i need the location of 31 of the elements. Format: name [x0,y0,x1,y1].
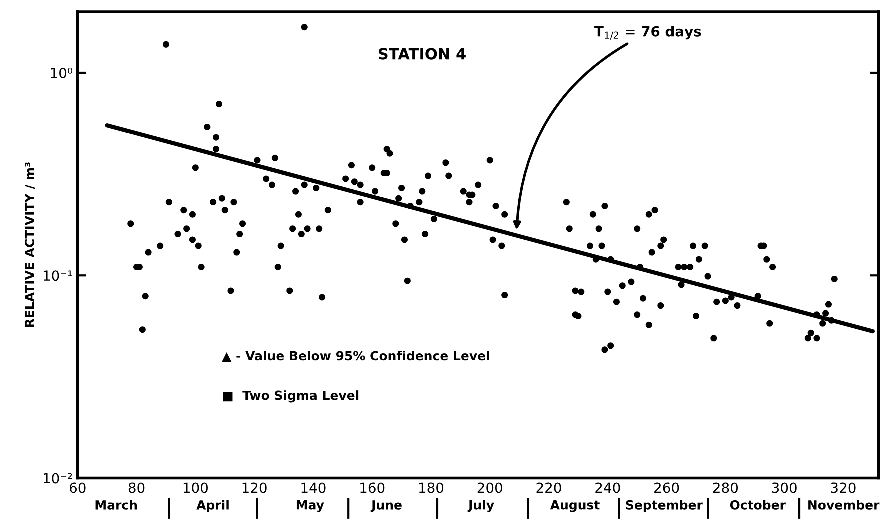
text: March [96,500,138,510]
annotation: ■ Two Sigma Level [223,390,359,403]
x-tick-label: 60 [70,482,86,494]
text: STATION 4 [379,48,466,60]
y-tick-label: 10⁻¹ [44,270,72,282]
y-tick-label: 10⁻² [44,473,72,484]
x-tick-label: 200 [478,482,502,494]
y-tick-label: 10⁰ [51,68,73,78]
x-tick-label: 280 [713,482,738,494]
x-tick-label: 220 [536,482,562,494]
x-tick-label: 120 [242,482,267,494]
x-tick-label: 160 [360,482,385,494]
text: May [296,500,324,512]
x-tick-label: 300 [772,482,797,494]
x-tick-label: 260 [654,482,680,494]
x-tick-label: 240 [596,482,620,494]
y-axis-title: RELATIVE ACTIVITY / m³ [25,162,36,328]
x-tick-label: 100 [184,482,208,494]
text: September [626,500,703,512]
text: April [196,500,229,512]
x-tick-label: 140 [302,482,326,494]
x-tick-label: 80 [128,482,145,494]
x-tick-label: 180 [420,482,444,494]
text: June [370,500,402,512]
annotation: ▲ - Value Below 95% Confidence Level [222,350,490,362]
text: November [808,500,880,510]
text: October [730,500,786,510]
text: July [468,500,494,512]
annotation: T$_{1/2}$ = 76 days [594,26,702,40]
x-tick-label: 320 [831,482,856,494]
text: August [550,500,600,512]
